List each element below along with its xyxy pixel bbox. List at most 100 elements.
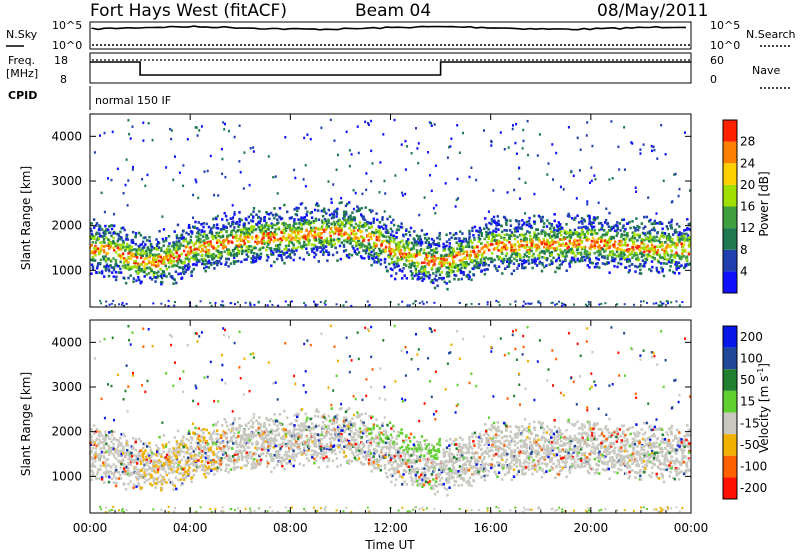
power-cell bbox=[598, 228, 601, 232]
power-cell bbox=[503, 243, 506, 246]
velocity-cell bbox=[176, 468, 180, 471]
power-cell bbox=[210, 263, 213, 267]
power-cell bbox=[588, 256, 591, 260]
power-cell bbox=[297, 239, 300, 243]
power-cell bbox=[563, 244, 566, 247]
power-cell bbox=[426, 262, 429, 265]
power-cell bbox=[352, 218, 355, 221]
power-cell bbox=[503, 238, 506, 241]
power-cell bbox=[435, 204, 438, 207]
power-cell bbox=[588, 246, 591, 250]
power-cell bbox=[320, 219, 324, 223]
power-cell bbox=[597, 258, 601, 261]
power-cell bbox=[233, 211, 236, 214]
power-cell bbox=[576, 214, 579, 217]
velocity-cell bbox=[142, 451, 146, 454]
power-cell bbox=[365, 222, 369, 225]
power-cell bbox=[635, 190, 638, 193]
power-cell bbox=[674, 228, 677, 232]
power-cell bbox=[350, 229, 353, 233]
power-cell bbox=[616, 221, 619, 224]
power-cell bbox=[401, 300, 404, 303]
power-cell bbox=[577, 245, 580, 249]
power-cell bbox=[247, 247, 250, 251]
power-cell bbox=[282, 235, 285, 238]
power-cell bbox=[146, 246, 150, 249]
power-cell bbox=[90, 222, 93, 225]
power-cell bbox=[164, 264, 167, 268]
power-cell bbox=[144, 268, 147, 271]
power-cell bbox=[217, 231, 221, 235]
power-cell bbox=[297, 218, 300, 221]
power-cell bbox=[460, 266, 463, 270]
velocity-cell bbox=[110, 430, 113, 433]
power-cell bbox=[307, 237, 310, 240]
power-cell bbox=[352, 232, 355, 235]
power-cell bbox=[516, 229, 519, 233]
power-cell bbox=[428, 251, 431, 255]
power-cell bbox=[671, 200, 674, 203]
power-cell bbox=[200, 125, 203, 128]
power-cell bbox=[608, 228, 611, 232]
power-cell bbox=[624, 266, 628, 269]
power-cell bbox=[567, 245, 570, 249]
power-cell bbox=[144, 184, 147, 188]
power-cell bbox=[507, 146, 510, 149]
power-cell bbox=[237, 229, 240, 232]
velocity-cell bbox=[157, 459, 161, 462]
power-cell bbox=[323, 221, 326, 225]
velocity-cell bbox=[124, 487, 128, 491]
power-cell bbox=[570, 170, 573, 174]
power-cell bbox=[429, 243, 433, 246]
power-cell bbox=[461, 232, 464, 235]
power-cell bbox=[290, 238, 293, 241]
power-cell bbox=[144, 243, 147, 246]
power-cell bbox=[523, 266, 526, 270]
velocity-cell bbox=[98, 477, 101, 480]
power-cell bbox=[486, 301, 489, 304]
velocity-cell bbox=[91, 461, 94, 465]
power-cell bbox=[524, 181, 527, 184]
power-cell bbox=[527, 259, 530, 262]
power-cell bbox=[487, 243, 491, 247]
power-cell bbox=[438, 237, 442, 241]
power-cell bbox=[428, 276, 431, 280]
power-cell bbox=[416, 273, 419, 277]
power-cell bbox=[404, 139, 407, 143]
power-cell bbox=[428, 121, 431, 124]
power-cell bbox=[247, 227, 250, 231]
power-cell bbox=[568, 215, 571, 218]
power-cell bbox=[595, 232, 598, 235]
power-cell bbox=[102, 249, 105, 252]
power-cell bbox=[126, 266, 130, 270]
power-cell bbox=[671, 270, 675, 274]
velocity-cell bbox=[155, 464, 158, 467]
power-cell bbox=[365, 229, 368, 232]
power-cell bbox=[648, 230, 651, 233]
power-cell bbox=[127, 263, 130, 266]
power-cell bbox=[166, 258, 170, 262]
power-cell bbox=[440, 270, 443, 274]
power-cell bbox=[283, 203, 286, 207]
power-cell bbox=[264, 234, 267, 237]
power-cell bbox=[124, 183, 127, 187]
power-cell bbox=[194, 220, 197, 224]
power-cell bbox=[187, 233, 190, 236]
power-cell bbox=[187, 226, 190, 229]
power-cell bbox=[440, 254, 443, 257]
power-cell bbox=[232, 236, 235, 239]
power-cell bbox=[332, 238, 336, 241]
power-cell bbox=[383, 258, 387, 261]
power-cell bbox=[216, 227, 220, 230]
power-cell bbox=[391, 235, 394, 238]
power-cell bbox=[249, 301, 252, 304]
power-cell bbox=[627, 248, 631, 251]
power-cell bbox=[585, 256, 589, 259]
power-cell bbox=[249, 245, 253, 248]
power-cell bbox=[369, 235, 372, 239]
power-cell bbox=[287, 249, 291, 252]
power-cell bbox=[568, 237, 572, 241]
power-cell bbox=[357, 151, 360, 155]
power-cell bbox=[152, 261, 155, 265]
power-cell bbox=[499, 241, 502, 245]
